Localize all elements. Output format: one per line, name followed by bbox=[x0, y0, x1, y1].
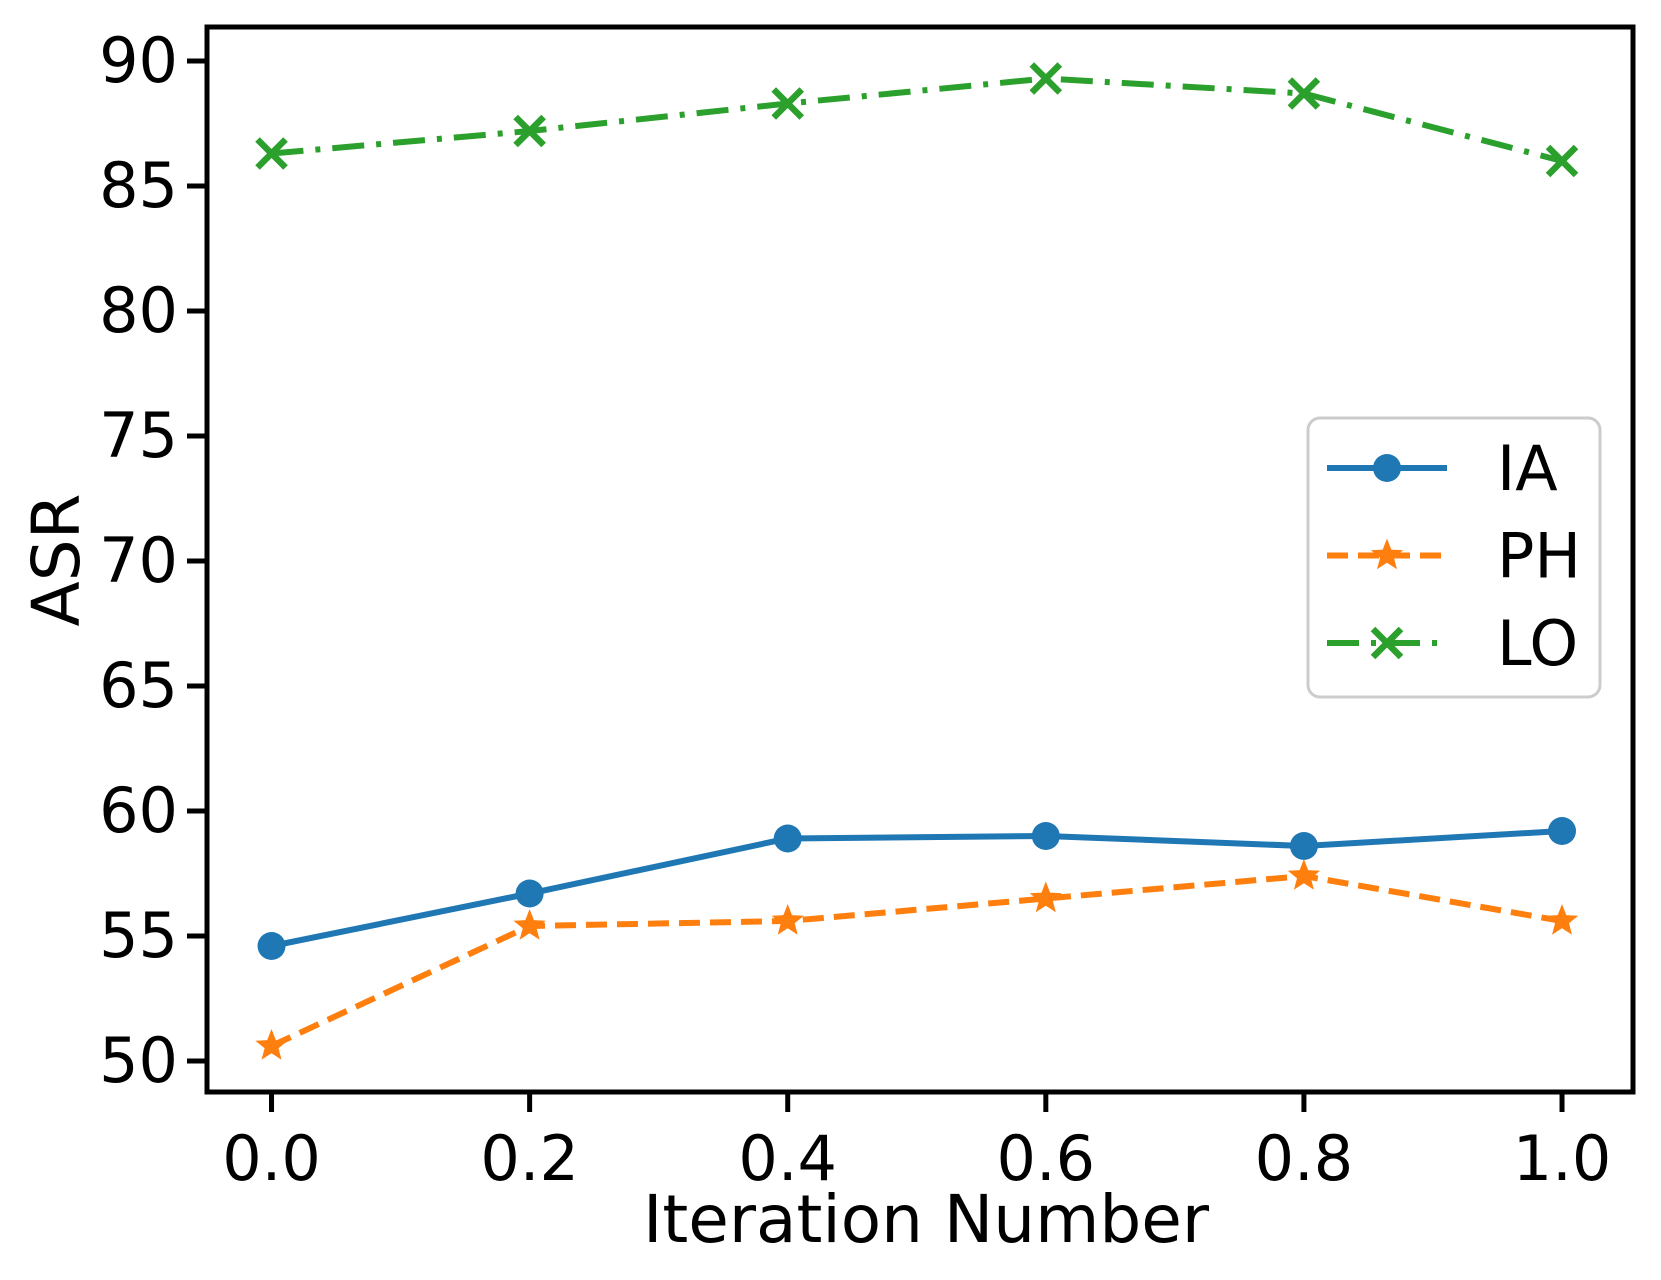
series-line-IA bbox=[270, 828, 1563, 949]
legend-label: PH bbox=[1497, 520, 1581, 593]
series-line-LO bbox=[271, 75, 1563, 164]
plot-border bbox=[204, 24, 1636, 1095]
series-line-PH bbox=[270, 872, 1563, 1049]
x-marker bbox=[513, 114, 546, 148]
x-axis-title: Iteration Number bbox=[643, 1181, 1210, 1258]
x-marker bbox=[1287, 77, 1321, 110]
legend-label: LO bbox=[1497, 607, 1578, 680]
y-tick-label: 65 bbox=[99, 649, 178, 722]
legend-entry-IA: IA bbox=[1327, 432, 1558, 505]
star-marker bbox=[771, 904, 804, 935]
star-marker bbox=[255, 1029, 288, 1060]
circle-marker bbox=[515, 879, 544, 908]
series-PH bbox=[255, 859, 1579, 1060]
series-LO bbox=[255, 62, 1579, 178]
y-tick-label: 85 bbox=[99, 149, 178, 222]
legend: IA PH LO bbox=[1306, 416, 1602, 699]
circle-marker bbox=[257, 932, 286, 960]
x-tick-label: 0.6 bbox=[997, 1122, 1096, 1195]
star-marker bbox=[513, 909, 546, 940]
circle-marker bbox=[773, 824, 802, 853]
star-marker bbox=[1545, 904, 1579, 935]
y-tick-label: 50 bbox=[99, 1024, 178, 1097]
star-marker bbox=[1370, 538, 1404, 570]
series-IA bbox=[257, 817, 1577, 960]
x-tick-label: 0.8 bbox=[1255, 1122, 1354, 1195]
y-tick-label: 80 bbox=[99, 274, 178, 347]
y-tick-label: 60 bbox=[99, 774, 178, 847]
circle-marker bbox=[1548, 817, 1577, 845]
y-tick-label: 75 bbox=[99, 399, 178, 472]
star-marker bbox=[1287, 859, 1321, 890]
circle-marker bbox=[1289, 832, 1318, 860]
x-marker bbox=[1370, 626, 1404, 660]
x-marker bbox=[255, 137, 288, 170]
legend-entry-PH: PH bbox=[1327, 520, 1581, 593]
x-marker bbox=[1545, 144, 1579, 178]
legend-label: IA bbox=[1497, 432, 1558, 505]
legend-box bbox=[1306, 416, 1602, 699]
x-marker bbox=[771, 87, 805, 120]
y-tick-label: 70 bbox=[99, 524, 178, 597]
x-tick-label: 0.0 bbox=[222, 1122, 321, 1195]
x-marker bbox=[1029, 62, 1063, 95]
circle-marker bbox=[1031, 822, 1060, 850]
axis-ticks: 50 55 60 65 70 75 80 85 90 0.0 0.2 0.4 0.6 0.8 1.0 bbox=[99, 24, 1611, 1195]
y-tick-label: 55 bbox=[99, 899, 178, 972]
legend-entry-LO: LO bbox=[1327, 607, 1578, 680]
x-tick-label: 0.2 bbox=[480, 1122, 579, 1195]
circle-marker bbox=[1373, 454, 1401, 482]
y-tick-label: 90 bbox=[99, 24, 178, 97]
x-tick-label: 0.4 bbox=[738, 1122, 837, 1195]
y-axis-title: ASR bbox=[18, 494, 95, 627]
star-marker bbox=[1029, 881, 1062, 913]
x-tick-label: 1.0 bbox=[1513, 1122, 1612, 1195]
